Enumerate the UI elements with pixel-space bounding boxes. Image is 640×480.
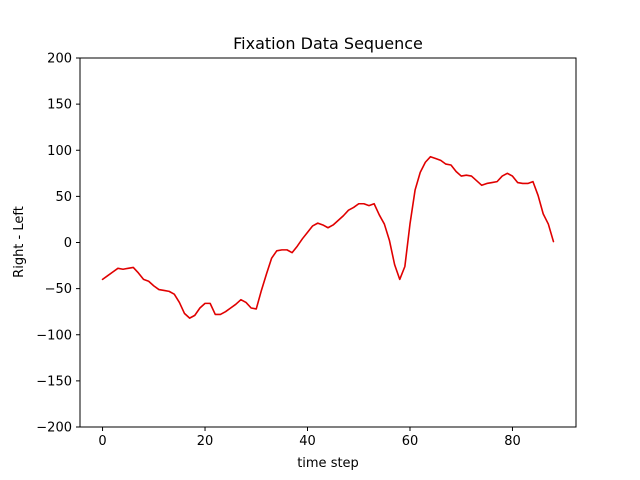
series-line-0	[101, 155, 555, 319]
y-tick-label-2: −100	[36, 328, 72, 343]
x-tick-label-0: 0	[98, 434, 106, 449]
x-tick-label-1: 20	[197, 434, 214, 449]
y-tick-label-5: 50	[55, 190, 72, 205]
y-tick-label-6: 100	[47, 144, 72, 159]
y-tick-label-3: −50	[45, 282, 72, 297]
x-axis-label: time step	[297, 456, 359, 471]
x-tick-label-2: 40	[299, 434, 316, 449]
y-tick-label-8: 200	[47, 52, 72, 67]
y-tick-label-4: 0	[64, 236, 72, 251]
plot-frame	[79, 57, 577, 428]
y-tick-label-7: 150	[47, 98, 72, 113]
y-tick-label-0: −200	[36, 421, 72, 436]
y-tick-label-1: −150	[36, 374, 72, 389]
chart-title: Fixation Data Sequence	[233, 34, 423, 53]
plot-area: 0 20 40 60 80 −200 −150 −100 −50 0 50 100 150 200	[36, 52, 555, 449]
x-tick-label-4: 80	[504, 434, 521, 449]
x-tick-label-3: 60	[402, 434, 419, 449]
y-axis-label: Right - Left	[12, 206, 27, 278]
